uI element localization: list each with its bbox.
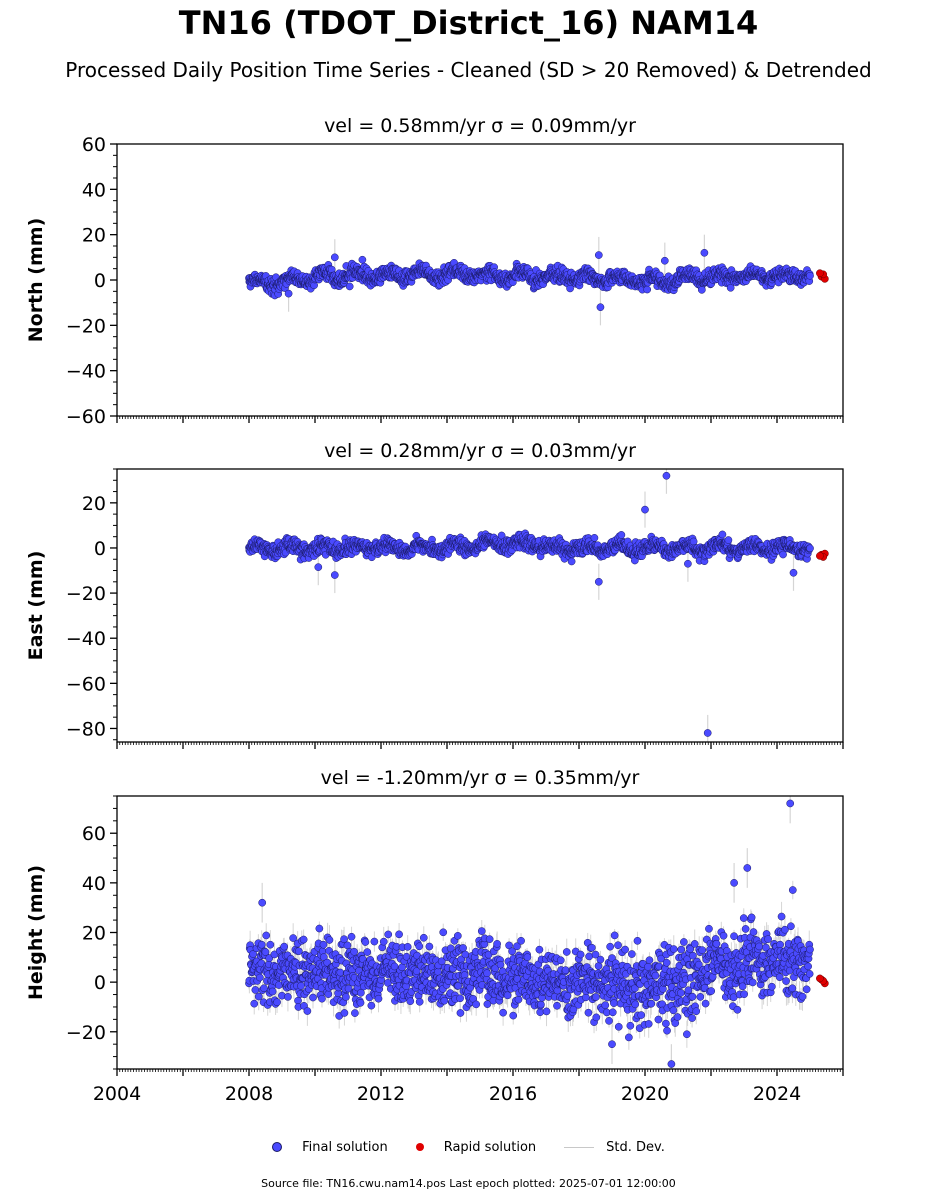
data-points bbox=[245, 234, 829, 326]
y-tick-label: 20 bbox=[82, 225, 106, 247]
final-solution-point bbox=[358, 255, 367, 264]
figure-subtitle: Processed Daily Position Time Series - C… bbox=[65, 58, 872, 82]
rapid-solution-point bbox=[816, 269, 824, 278]
final-solution-outlier bbox=[284, 289, 293, 298]
rapid-solution-points bbox=[816, 269, 829, 283]
final-solution-outlier bbox=[700, 248, 709, 257]
final-solution-point bbox=[345, 282, 354, 291]
y-axis-label: North (mm) bbox=[25, 218, 47, 343]
final-solution-point bbox=[806, 271, 814, 280]
y-tick-label: 40 bbox=[82, 179, 106, 201]
final-solution-point bbox=[726, 283, 735, 292]
final-solution-point bbox=[643, 285, 652, 294]
final-solution-points bbox=[245, 248, 814, 312]
figure-title: TN16 (TDOT_District_16) NAM14 bbox=[178, 4, 759, 42]
std-dev-bars bbox=[248, 469, 811, 742]
y-tick-label: −20 bbox=[66, 315, 106, 337]
y-tick-label: −60 bbox=[66, 406, 106, 428]
final-solution-outlier bbox=[594, 251, 603, 259]
final-solution-point bbox=[697, 285, 706, 294]
panel-title: vel = 0.28mm/yr σ = 0.03mm/yr bbox=[324, 440, 636, 462]
data-points bbox=[245, 469, 829, 742]
final-solution-outlier bbox=[596, 303, 605, 312]
y-tick-label: 0 bbox=[94, 270, 106, 292]
panel-title: vel = 0.58mm/yr σ = 0.09mm/yr bbox=[324, 115, 636, 137]
y-tick-label: 60 bbox=[82, 134, 106, 156]
y-tick-label: −40 bbox=[66, 361, 106, 383]
final-solution-outlier bbox=[330, 253, 339, 262]
final-solution-outlier bbox=[660, 256, 669, 265]
y-axis-label: East (mm) bbox=[25, 551, 47, 661]
final-solution-points bbox=[245, 471, 814, 737]
